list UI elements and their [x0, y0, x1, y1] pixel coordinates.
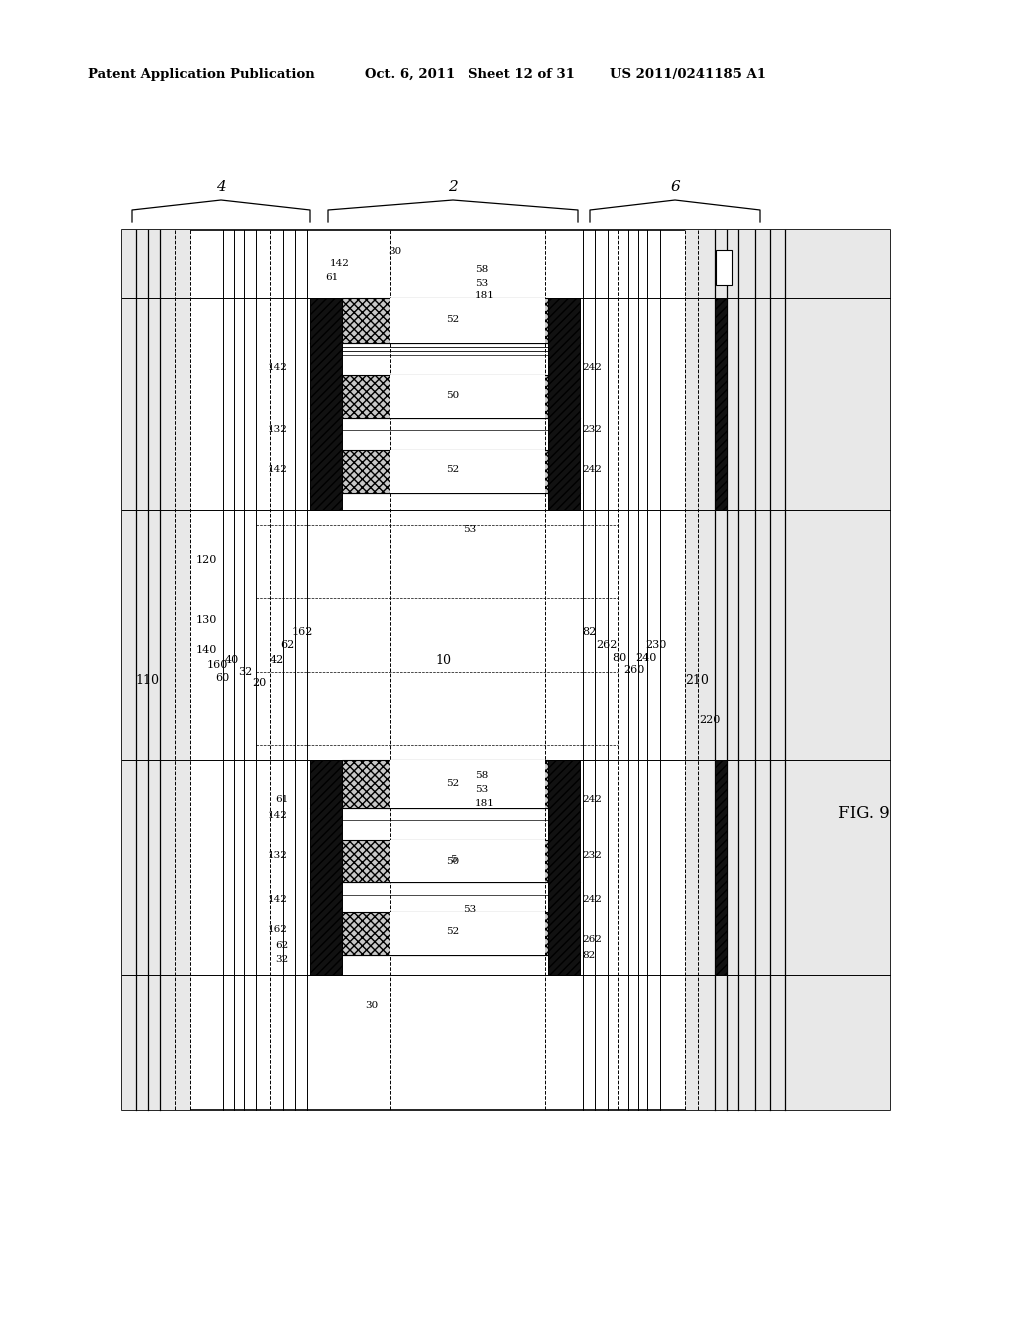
- Text: 240: 240: [635, 653, 656, 663]
- Text: 140: 140: [196, 645, 217, 655]
- Bar: [715, 298, 727, 510]
- Bar: [716, 249, 732, 285]
- Text: 142: 142: [268, 363, 288, 372]
- Text: 30: 30: [388, 248, 401, 256]
- Bar: [342, 760, 548, 808]
- Text: 162: 162: [292, 627, 313, 638]
- Text: 52: 52: [446, 780, 460, 788]
- Text: 262: 262: [582, 936, 602, 945]
- Text: 142: 142: [330, 259, 350, 268]
- Text: 210: 210: [685, 673, 709, 686]
- Text: 53: 53: [475, 785, 488, 795]
- Bar: [390, 298, 545, 343]
- Text: 132: 132: [268, 425, 288, 434]
- Text: 220: 220: [699, 715, 720, 725]
- Text: 142: 142: [268, 810, 288, 820]
- Text: 4: 4: [216, 180, 226, 194]
- Text: 80: 80: [612, 653, 627, 663]
- Bar: [310, 760, 342, 975]
- Bar: [390, 912, 545, 954]
- Text: 242: 242: [582, 466, 602, 474]
- Text: 32: 32: [238, 667, 252, 677]
- Text: 2: 2: [449, 180, 458, 194]
- Text: Oct. 6, 2011: Oct. 6, 2011: [365, 69, 456, 81]
- Text: US 2011/0241185 A1: US 2011/0241185 A1: [610, 69, 766, 81]
- Bar: [342, 912, 548, 954]
- Bar: [390, 840, 545, 882]
- Text: 30: 30: [365, 1001, 378, 1010]
- Text: 230: 230: [645, 640, 667, 649]
- Bar: [342, 298, 548, 343]
- Text: 10: 10: [435, 653, 451, 667]
- Bar: [548, 298, 580, 510]
- Text: 181: 181: [475, 292, 495, 301]
- Text: 52: 52: [446, 466, 460, 474]
- Text: 120: 120: [196, 554, 217, 565]
- Text: 242: 242: [582, 796, 602, 804]
- Text: 20: 20: [252, 678, 266, 688]
- Text: 82: 82: [582, 627, 596, 638]
- Text: 50: 50: [446, 858, 460, 866]
- Bar: [122, 230, 890, 1110]
- Text: Patent Application Publication: Patent Application Publication: [88, 69, 314, 81]
- Text: 53: 53: [463, 525, 476, 535]
- Text: 40: 40: [225, 655, 240, 665]
- Text: 53: 53: [475, 279, 488, 288]
- Text: 58: 58: [475, 771, 488, 780]
- Bar: [390, 760, 545, 808]
- Text: 110: 110: [135, 673, 159, 686]
- Text: 61: 61: [325, 273, 338, 282]
- Text: 181: 181: [475, 799, 495, 808]
- Text: 52: 52: [446, 928, 460, 936]
- Text: 32: 32: [274, 956, 288, 965]
- Text: 50: 50: [446, 392, 460, 400]
- Text: 162: 162: [268, 925, 288, 935]
- Text: 6: 6: [670, 180, 680, 194]
- Text: 61: 61: [274, 796, 288, 804]
- Text: Sheet 12 of 31: Sheet 12 of 31: [468, 69, 574, 81]
- Text: 52: 52: [446, 315, 460, 325]
- Bar: [122, 230, 190, 1110]
- Text: 53: 53: [463, 906, 476, 915]
- Text: 58: 58: [475, 265, 488, 275]
- Text: 242: 242: [582, 895, 602, 904]
- Text: 262: 262: [596, 640, 617, 649]
- Text: 60: 60: [215, 673, 229, 682]
- Text: 132: 132: [268, 850, 288, 859]
- Text: 232: 232: [582, 425, 602, 434]
- Bar: [390, 450, 545, 492]
- Text: 232: 232: [582, 850, 602, 859]
- Text: 260: 260: [623, 665, 644, 675]
- Bar: [342, 840, 548, 882]
- Text: 62: 62: [280, 640, 294, 649]
- Text: 42: 42: [270, 655, 285, 665]
- Bar: [390, 375, 545, 418]
- Text: 142: 142: [268, 466, 288, 474]
- Text: 130: 130: [196, 615, 217, 624]
- Text: 160: 160: [207, 660, 228, 671]
- Text: 242: 242: [582, 363, 602, 372]
- Text: 82: 82: [582, 950, 595, 960]
- Text: 142: 142: [268, 895, 288, 904]
- Text: 5: 5: [450, 855, 457, 865]
- Bar: [685, 230, 890, 1110]
- Bar: [342, 375, 548, 418]
- Bar: [310, 298, 342, 510]
- Bar: [342, 450, 548, 492]
- Bar: [548, 760, 580, 975]
- Text: FIG. 9: FIG. 9: [838, 805, 890, 822]
- Bar: [715, 760, 727, 975]
- Text: 62: 62: [274, 940, 288, 949]
